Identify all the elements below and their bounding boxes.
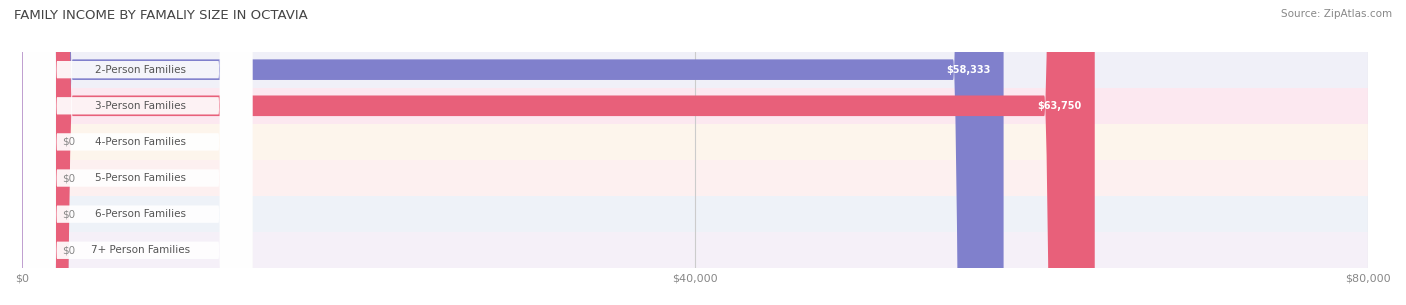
FancyBboxPatch shape [22,0,1095,305]
FancyBboxPatch shape [22,0,56,305]
FancyBboxPatch shape [22,0,56,305]
Text: $0: $0 [62,245,76,255]
Text: $58,333: $58,333 [946,65,990,75]
Text: $0: $0 [62,137,76,147]
FancyBboxPatch shape [24,0,252,305]
Text: 6-Person Families: 6-Person Families [96,209,186,219]
FancyBboxPatch shape [24,0,252,305]
Text: 3-Person Families: 3-Person Families [96,101,186,111]
FancyBboxPatch shape [22,0,56,305]
Text: 4-Person Families: 4-Person Families [96,137,186,147]
FancyBboxPatch shape [22,0,56,305]
Bar [22,232,1368,268]
Text: Source: ZipAtlas.com: Source: ZipAtlas.com [1281,9,1392,19]
Bar [22,124,1368,160]
FancyBboxPatch shape [24,0,252,305]
Bar [22,160,1368,196]
Text: FAMILY INCOME BY FAMALIY SIZE IN OCTAVIA: FAMILY INCOME BY FAMALIY SIZE IN OCTAVIA [14,9,308,22]
Text: $0: $0 [62,209,76,219]
Text: $63,750: $63,750 [1038,101,1081,111]
Bar [22,196,1368,232]
Text: 5-Person Families: 5-Person Families [96,173,186,183]
Bar [22,52,1368,88]
Text: 2-Person Families: 2-Person Families [96,65,186,75]
FancyBboxPatch shape [22,0,1004,305]
Text: $0: $0 [62,173,76,183]
Text: 7+ Person Families: 7+ Person Families [91,245,190,255]
FancyBboxPatch shape [24,0,252,305]
Bar [22,88,1368,124]
FancyBboxPatch shape [24,0,252,305]
FancyBboxPatch shape [24,0,252,305]
